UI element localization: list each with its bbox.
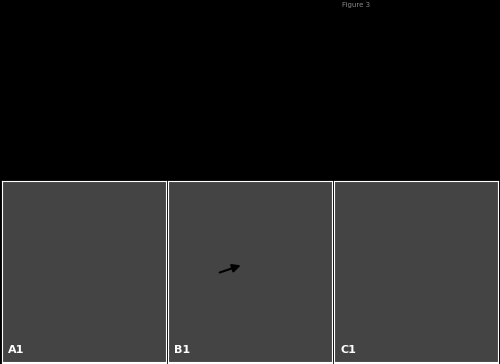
Text: Figure 3: Figure 3 (342, 2, 370, 8)
Text: A1: A1 (8, 345, 24, 355)
Text: B1: B1 (174, 345, 190, 355)
Text: C1: C1 (340, 345, 356, 355)
